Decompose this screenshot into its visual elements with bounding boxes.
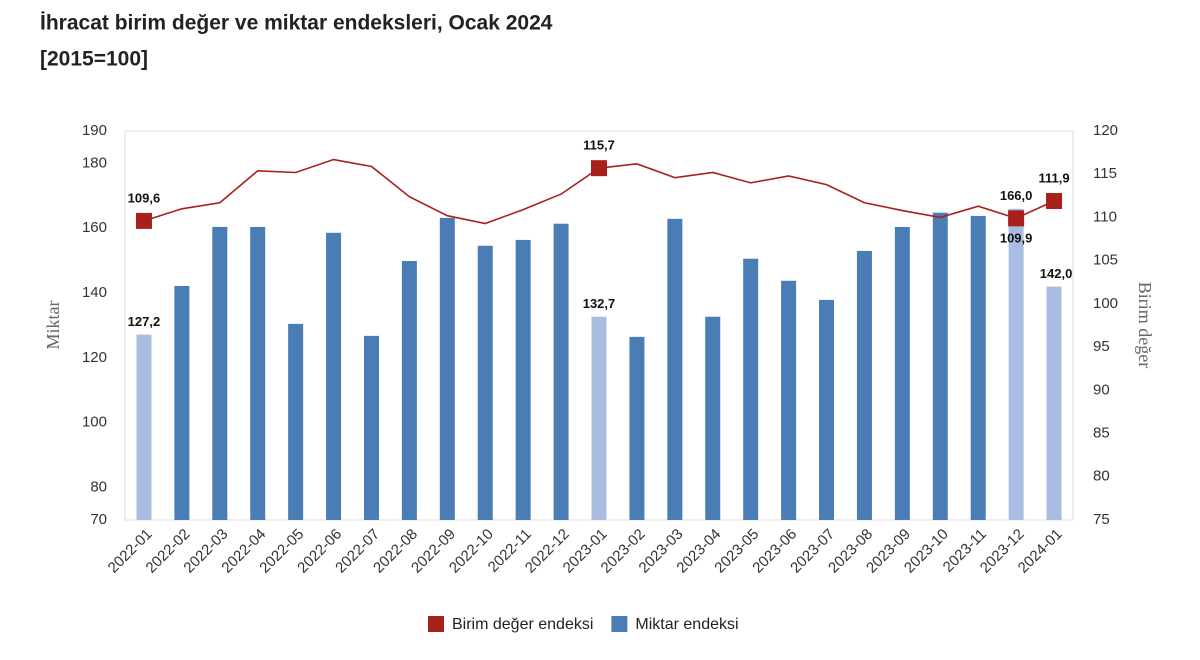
y-tick-label: 180 xyxy=(82,154,107,171)
bar xyxy=(136,334,152,520)
y-tick-label: 100 xyxy=(82,414,107,431)
data-label: 142,0 xyxy=(1040,266,1073,281)
y2-tick-label: 105 xyxy=(1093,252,1118,269)
bar xyxy=(363,335,379,520)
legend-label: Birim değer endeksi xyxy=(452,616,593,633)
legend-label: Miktar endeksi xyxy=(635,616,738,633)
y2-tick-label: 110 xyxy=(1093,208,1117,225)
bar xyxy=(250,226,266,520)
chart-title: İhracat birim değer ve miktar endeksleri… xyxy=(40,12,553,35)
legend-swatch xyxy=(428,616,444,632)
marker xyxy=(1046,193,1063,210)
y-tick-label: 160 xyxy=(82,219,107,236)
y2-tick-label: 100 xyxy=(1093,295,1118,312)
bar xyxy=(781,280,797,520)
y2-tick-label: 85 xyxy=(1093,425,1110,442)
data-label: 115,7 xyxy=(583,138,615,153)
y2-tick-label: 115 xyxy=(1093,165,1117,182)
marker xyxy=(591,160,607,177)
y-tick-label: 80 xyxy=(90,479,107,496)
bar xyxy=(1046,286,1062,520)
y2-tick-label: 120 xyxy=(1093,122,1118,139)
bar xyxy=(174,285,190,520)
data-label: 166,0 xyxy=(1000,188,1033,203)
bar xyxy=(326,232,342,520)
legend-swatch xyxy=(611,616,628,632)
y-tick-label: 120 xyxy=(82,349,107,366)
y-axis-label: Miktar xyxy=(43,301,63,350)
bar xyxy=(1008,208,1024,521)
bar xyxy=(212,226,228,520)
bar xyxy=(705,316,721,520)
y2-tick-label: 80 xyxy=(1093,468,1110,485)
y2-tick-label: 95 xyxy=(1093,338,1110,355)
bar xyxy=(932,212,948,520)
marker xyxy=(1008,210,1025,227)
bar xyxy=(288,323,304,520)
data-label: 127,2 xyxy=(128,314,161,329)
y2-tick-label: 90 xyxy=(1093,381,1110,398)
bar xyxy=(743,258,759,520)
bar xyxy=(629,336,645,520)
data-label: 132,7 xyxy=(583,296,616,311)
data-label: 111,9 xyxy=(1038,170,1069,185)
bar xyxy=(819,299,835,520)
y2-tick-label: 75 xyxy=(1093,511,1110,528)
y2-axis-label: Birim değer xyxy=(1135,282,1155,368)
chart-subtitle: [2015=100] xyxy=(40,48,148,71)
marker xyxy=(135,212,152,229)
bar xyxy=(667,218,683,520)
bar xyxy=(477,245,493,520)
bar xyxy=(401,260,417,520)
data-label: 109,6 xyxy=(128,190,161,205)
bar xyxy=(553,223,569,520)
bar xyxy=(856,250,872,521)
data-label: 109,9 xyxy=(1000,231,1033,246)
bar xyxy=(894,226,910,520)
bar xyxy=(439,217,455,521)
bar xyxy=(591,316,607,520)
bar xyxy=(515,239,531,521)
bar xyxy=(970,215,986,520)
y-tick-label: 190 xyxy=(82,122,107,139)
y-tick-label: 70 xyxy=(90,511,107,528)
y-tick-label: 140 xyxy=(82,284,107,301)
